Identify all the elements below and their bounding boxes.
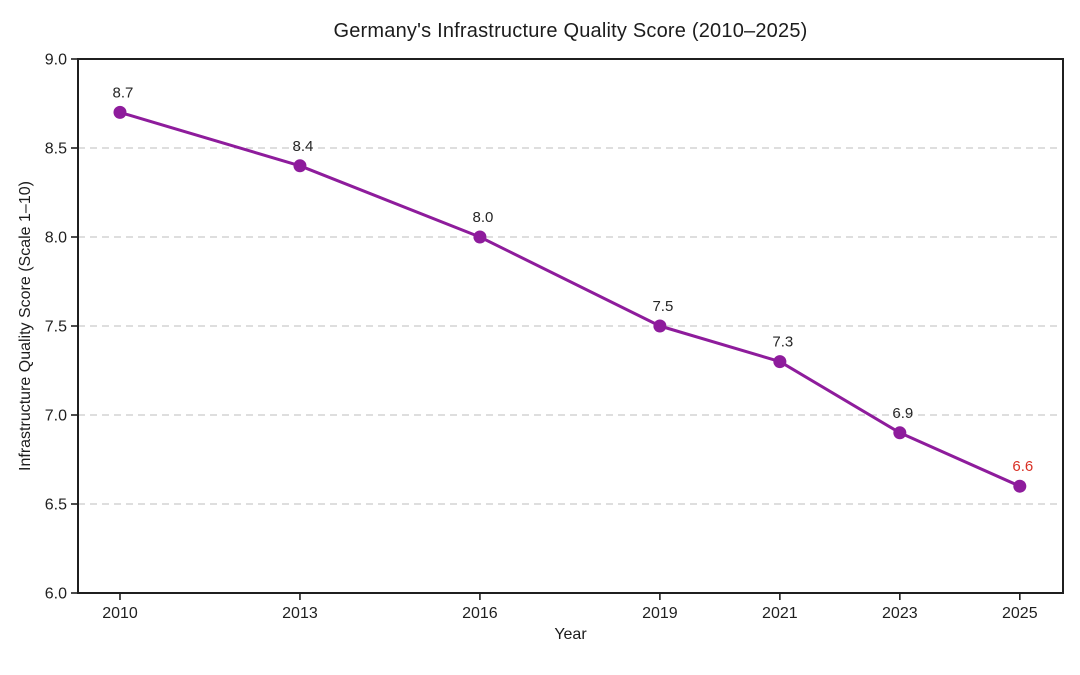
data-point [473, 230, 487, 244]
data-point-label: 8.7 [113, 84, 134, 101]
x-tick-label: 2023 [882, 605, 918, 622]
x-tick-label: 2013 [282, 605, 318, 622]
data-point-label: 7.5 [652, 298, 673, 315]
x-tick-label: 2019 [642, 605, 678, 622]
data-point [293, 159, 307, 173]
x-tick-label: 2021 [762, 605, 798, 622]
data-line [118, 110, 1022, 488]
y-tick-label: 7.5 [45, 319, 67, 336]
y-tick-label: 8.0 [45, 230, 67, 247]
data-point [773, 355, 787, 369]
x-axis-label: Year [554, 626, 587, 643]
y-tick-label: 6.5 [45, 497, 67, 514]
data-point-label: 7.3 [772, 334, 793, 351]
x-tick-label: 2025 [1002, 605, 1038, 622]
x-tick-label: 2010 [102, 605, 138, 622]
chart-title: Germany's Infrastructure Quality Score (… [333, 20, 808, 42]
data-point-label: 6.9 [892, 405, 913, 422]
y-tick-label: 7.0 [45, 408, 67, 425]
y-tick-label: 8.5 [45, 141, 67, 158]
data-point [1013, 479, 1027, 493]
data-point [893, 426, 907, 440]
data-point-label: 8.0 [472, 209, 493, 226]
data-point-label: 6.6 [1012, 458, 1033, 475]
y-tick-label: 9.0 [45, 52, 67, 69]
data-point [113, 105, 127, 119]
x-tick-label: 2016 [462, 605, 498, 622]
data-point-label: 8.4 [293, 138, 314, 155]
y-tick-label: 6.0 [45, 586, 67, 603]
data-point [653, 319, 667, 333]
